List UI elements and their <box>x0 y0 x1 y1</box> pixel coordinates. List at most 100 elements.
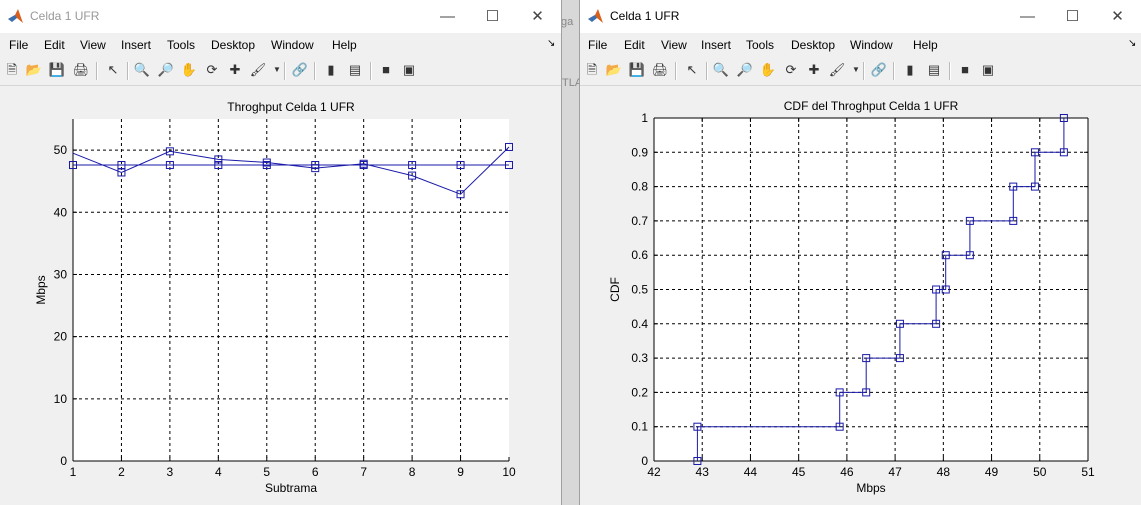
minimize-button[interactable]: — <box>1020 8 1035 25</box>
print-icon[interactable]: 🖨 <box>72 62 90 77</box>
toolbar-separator <box>949 62 951 80</box>
y-tick-label: 0.4 <box>631 317 648 331</box>
menu-view[interactable]: View <box>661 38 687 52</box>
open-file-icon[interactable]: 📂 <box>605 62 623 77</box>
data-cursor-icon[interactable]: ✚ <box>229 62 241 77</box>
rotate-3d-icon[interactable]: ⟳ <box>785 62 797 77</box>
close-button[interactable]: ✕ <box>531 8 544 25</box>
colorbar-icon[interactable]: ▮ <box>327 62 335 77</box>
zoom-in-icon[interactable]: 🔍 <box>133 62 151 77</box>
print-icon[interactable]: 🖨 <box>651 62 669 77</box>
background-text: TLA <box>562 77 583 89</box>
x-tick-label: 3 <box>167 465 174 479</box>
x-tick-label: 50 <box>1033 465 1047 479</box>
data-point-cdf <box>895 319 904 328</box>
data-cursor-icon[interactable]: ✚ <box>808 62 820 77</box>
menu-insert[interactable]: Insert <box>121 38 152 52</box>
data-point-mean <box>117 161 126 170</box>
show-plot-tools-icon[interactable]: ▣ <box>402 62 416 77</box>
data-point-mean <box>214 161 223 170</box>
menu-tools[interactable]: Tools <box>167 38 196 52</box>
toolbar-separator <box>863 62 865 80</box>
y-tick-label: 0 <box>641 454 648 468</box>
title-bar[interactable]: Celda 1 UFR — ☐ ✕ <box>580 0 1141 33</box>
brush-icon[interactable]: 🖌 <box>249 62 267 77</box>
menu-edit[interactable]: Edit <box>44 38 65 52</box>
minimize-button[interactable]: — <box>440 8 455 25</box>
legend-icon[interactable]: ▤ <box>348 62 362 77</box>
pan-hand-icon[interactable]: ✋ <box>180 62 198 77</box>
menu-view[interactable]: View <box>80 38 106 52</box>
x-tick-label: 7 <box>360 465 367 479</box>
menu-file[interactable]: File <box>588 38 608 52</box>
save-icon[interactable]: 💾 <box>628 62 646 77</box>
menu-edit[interactable]: Edit <box>624 38 645 52</box>
data-point-cdf <box>862 388 871 397</box>
figure-canvas: 1 2 3 4 5 6 7 8 9 10 0 10 20 30 40 50 Throghput Celda 1 … <box>0 86 561 505</box>
menu-desktop[interactable]: Desktop <box>791 38 836 52</box>
edit-plot-arrow-icon[interactable]: ↖ <box>686 62 698 77</box>
menu-desktop[interactable]: Desktop <box>211 38 256 52</box>
toolbar-separator <box>675 62 677 80</box>
link-plot-icon[interactable]: 🔗 <box>291 62 309 77</box>
rotate-3d-icon[interactable]: ⟳ <box>206 62 218 77</box>
menu-help[interactable]: Help <box>913 38 938 52</box>
y-tick-label: 0.7 <box>631 214 648 228</box>
y-tick-label: 0.1 <box>631 420 648 434</box>
toolbar-separator <box>284 62 286 80</box>
title-bar[interactable]: Celda 1 UFR — ☐ ✕ <box>0 0 561 33</box>
toolbar: 🗎 📂 💾 🖨 ↖ 🔍 🔎 ✋ ⟳ ✚ 🖌 ▼ 🔗 ▮ ▤ ■ ▣ <box>580 57 1141 86</box>
brush-icon[interactable]: 🖌 <box>828 62 846 77</box>
new-figure-icon[interactable]: 🗎 <box>586 62 598 77</box>
open-file-icon[interactable]: 📂 <box>25 62 43 77</box>
pan-hand-icon[interactable]: ✋ <box>759 62 777 77</box>
close-button[interactable]: ✕ <box>1111 8 1124 25</box>
undock-arrow-icon[interactable]: ↘ <box>1128 38 1137 49</box>
zoom-out-icon[interactable]: 🔎 <box>157 62 175 77</box>
menu-window[interactable]: Window <box>271 38 314 52</box>
data-point-cdf <box>941 285 950 294</box>
hide-plot-tools-icon[interactable]: ■ <box>382 62 390 77</box>
data-point-throughput <box>165 147 174 156</box>
cdf-chart[interactable]: 42 43 44 45 46 47 48 49 50 51 0 0.1 0.2 0.3 0.4 0.5 0.6 0… <box>580 86 1141 505</box>
data-point-cdf <box>693 457 702 465</box>
toolbar-separator <box>370 62 372 80</box>
data-point-cdf <box>693 422 702 431</box>
hide-plot-tools-icon[interactable]: ■ <box>961 62 969 77</box>
menu-bar: File Edit View Insert Tools Desktop Wind… <box>0 33 561 57</box>
brush-dropdown-icon[interactable]: ▼ <box>273 65 281 74</box>
menu-window[interactable]: Window <box>850 38 893 52</box>
maximize-button[interactable]: ☐ <box>485 8 500 25</box>
y-tick-label: 40 <box>54 205 68 219</box>
matlab-logo-icon <box>8 9 23 23</box>
zoom-in-icon[interactable]: 🔍 <box>712 62 730 77</box>
x-tick-label: 5 <box>263 465 270 479</box>
y-tick-label: 50 <box>54 143 68 157</box>
data-point-mean <box>262 161 271 170</box>
zoom-out-icon[interactable]: 🔎 <box>736 62 754 77</box>
link-plot-icon[interactable]: 🔗 <box>870 62 888 77</box>
brush-dropdown-icon[interactable]: ▼ <box>852 65 860 74</box>
undock-arrow-icon[interactable]: ↘ <box>547 38 556 49</box>
colorbar-icon[interactable]: ▮ <box>906 62 914 77</box>
maximize-button[interactable]: ☐ <box>1065 8 1080 25</box>
menu-file[interactable]: File <box>9 38 29 52</box>
legend-icon[interactable]: ▤ <box>927 62 941 77</box>
menu-help[interactable]: Help <box>332 38 357 52</box>
x-tick-label: 46 <box>840 465 854 479</box>
new-figure-icon[interactable]: 🗎 <box>6 62 18 77</box>
x-tick-label: 8 <box>409 465 416 479</box>
throughput-chart[interactable]: 1 2 3 4 5 6 7 8 9 10 0 10 20 30 40 50 Throghput Celda 1 … <box>0 86 561 505</box>
menu-insert[interactable]: Insert <box>701 38 732 52</box>
data-point-cdf <box>932 285 941 294</box>
edit-plot-arrow-icon[interactable]: ↖ <box>107 62 119 77</box>
data-point-cdf <box>965 216 974 225</box>
save-icon[interactable]: 💾 <box>48 62 66 77</box>
figure-canvas: 42 43 44 45 46 47 48 49 50 51 0 0.1 0.2 0.3 0.4 0.5 0.6 0… <box>580 86 1141 505</box>
x-tick-label: 9 <box>457 465 464 479</box>
menu-tools[interactable]: Tools <box>746 38 775 52</box>
y-tick-label: 20 <box>54 330 68 344</box>
data-point-cdf <box>835 422 844 431</box>
data-point-cdf <box>895 354 904 363</box>
show-plot-tools-icon[interactable]: ▣ <box>981 62 995 77</box>
